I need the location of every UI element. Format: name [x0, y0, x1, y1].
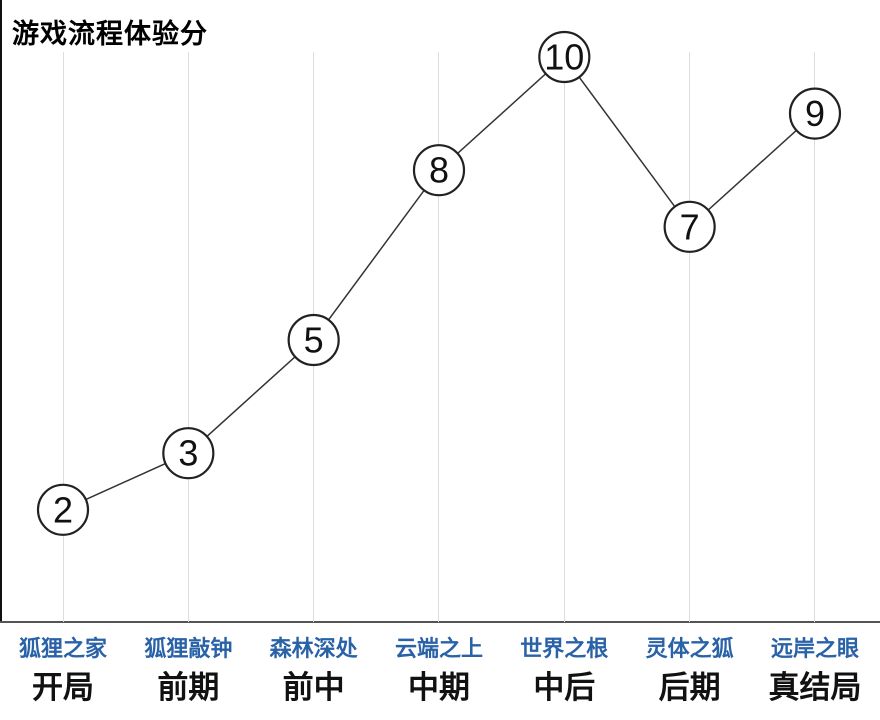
vertical-gridline: [438, 52, 440, 622]
data-point-value: 5: [304, 320, 324, 361]
stage-label: 前中: [282, 670, 345, 705]
vertical-gridline: [62, 52, 64, 622]
data-point-marker: [412, 144, 466, 197]
stage-label: 中后: [533, 670, 596, 705]
chart-title: 游戏流程体验分: [12, 19, 208, 49]
data-point-value: 10: [544, 37, 584, 78]
stage-label: 开局: [32, 670, 94, 705]
data-point-value: 9: [805, 93, 825, 134]
data-point-marker: [663, 200, 716, 253]
chapter-label: 狐狸之家: [18, 636, 108, 661]
chapter-label: 远岸之眼: [770, 636, 859, 661]
chapter-label: 灵体之狐: [645, 636, 734, 661]
line-plot: 2 3 5 8 10 7 9: [36, 30, 842, 536]
data-point-value: 2: [53, 489, 73, 530]
chapter-label: 森林深处: [269, 636, 358, 661]
y-axis-line: [0, 0, 2, 623]
chapter-label: 狐狸敲钟: [144, 636, 233, 661]
stage-label: 后期: [658, 670, 721, 705]
vertical-gridline: [689, 52, 691, 622]
data-point-marker: [287, 313, 340, 367]
data-point-value: 3: [178, 433, 198, 474]
data-point-value: 7: [680, 206, 700, 247]
stage-label: 前期: [157, 670, 220, 705]
chapter-label: 世界之根: [520, 636, 609, 661]
data-point-marker: [162, 427, 215, 480]
data-point-value: 8: [429, 150, 449, 191]
data-point-marker: [538, 30, 591, 84]
stage-label: 中期: [407, 670, 470, 705]
chapter-label: 云端之上: [394, 636, 483, 661]
vertical-gridline: [814, 52, 816, 622]
vertical-gridline: [563, 52, 565, 622]
stage-label: 真结局: [768, 670, 862, 705]
data-point-marker: [36, 483, 90, 536]
x-axis-line: [0, 621, 880, 623]
data-point-marker: [788, 87, 842, 140]
vertical-gridline: [187, 52, 189, 622]
